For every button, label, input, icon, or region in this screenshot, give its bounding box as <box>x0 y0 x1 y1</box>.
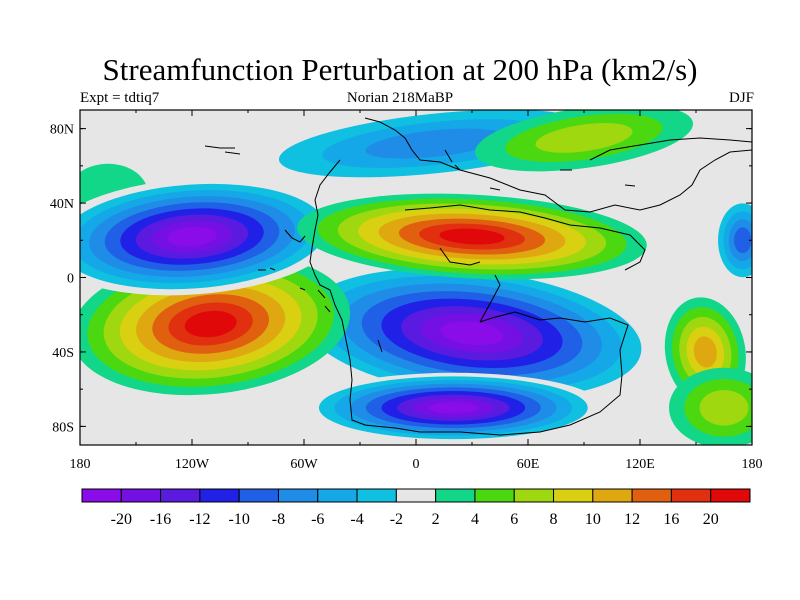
lat-tick-label: 80S <box>52 420 74 435</box>
lat-tick-label: 40N <box>50 197 74 212</box>
colorbar-label: -10 <box>229 511 250 528</box>
colorbar-swatch <box>631 488 672 503</box>
coastline-north-america-west <box>309 159 341 291</box>
lon-tick-label: 60E <box>517 457 540 472</box>
coastline-laurasia <box>364 117 752 213</box>
lon-tick-label: 180 <box>742 457 763 472</box>
colorbar-swatch <box>435 488 476 503</box>
colorbar-label: -6 <box>311 511 324 528</box>
colorbar-swatch <box>395 488 437 503</box>
plot-title: Streamfunction Perturbation at 200 hPa (… <box>102 52 698 87</box>
contour-band-positive-center-south-pacific-7 <box>184 310 237 338</box>
coastline-arctic-islands <box>204 145 636 191</box>
colorbar-label: 12 <box>624 511 640 528</box>
subtitle-experiment: Expt = tdtiq7 <box>80 90 160 106</box>
subtitle-period: Norian 218MaBP <box>346 90 454 106</box>
lon-tick-label: 120E <box>625 457 655 472</box>
colorbar-label: 6 <box>510 511 518 528</box>
lon-tick-label: 0 <box>413 457 420 472</box>
coastline-south-africa-india <box>479 274 501 323</box>
coastline-central-pangea <box>439 247 481 266</box>
colorbar-label: 20 <box>703 511 719 528</box>
colorbar-swatch <box>474 488 515 503</box>
lat-tick-label: 40S <box>52 346 74 361</box>
subtitle-season: DJF <box>728 90 754 106</box>
colorbar-label: -8 <box>272 511 285 528</box>
colorbar-swatch <box>120 488 162 503</box>
coastline-pacific-islands <box>258 229 383 353</box>
colorbar-label: -20 <box>111 511 132 528</box>
lon-tick-label: 120W <box>175 457 210 472</box>
colorbar-swatch <box>710 488 751 503</box>
lat-tick-label: 80N <box>50 123 74 138</box>
colorbar-label: -4 <box>350 511 363 528</box>
colorbar-label: 8 <box>550 511 558 528</box>
contour-band-negative-center-north-pacific-8 <box>167 226 217 247</box>
colorbar-label: -2 <box>390 511 403 528</box>
colorbar-label: 16 <box>663 511 679 528</box>
colorbar-swatch <box>356 488 397 503</box>
lon-tick-label: 60W <box>290 457 318 472</box>
coastline-siberia-north <box>589 137 752 161</box>
lon-tick-label: 180 <box>70 457 91 472</box>
contour-band-positive-center-southeast-pacific-high-2 <box>699 390 749 426</box>
colorbar-label: 4 <box>471 511 479 528</box>
colorbar-label: 10 <box>585 511 601 528</box>
colorbar-swatch <box>317 488 358 503</box>
contour-field <box>80 110 752 445</box>
contour-band-negative-center-east-pacific-4 <box>734 227 752 254</box>
colorbar-swatch <box>81 488 122 503</box>
colorbar-label: 2 <box>432 511 440 528</box>
contour-band-positive-center-north-asia-2 <box>535 123 633 153</box>
lat-tick-label: 0 <box>67 272 74 287</box>
contour-band-positive-center-southwest-pacific-4 <box>693 336 717 368</box>
coastlines <box>204 117 752 436</box>
colorbar-swatch <box>277 488 319 503</box>
colorbar-swatch <box>670 488 712 503</box>
colorbar-label: -16 <box>150 511 171 528</box>
contour-band-negative-center-arctic-3 <box>365 128 504 159</box>
colorbar-label: -12 <box>189 511 210 528</box>
colorbar-swatch <box>238 488 279 503</box>
colorbar-swatch <box>513 488 555 503</box>
colorbar-swatch <box>553 488 594 503</box>
coastline-south-america-west <box>329 289 629 436</box>
colorbar-swatch <box>199 488 240 503</box>
contour-band-negative-center-south-atlantic-indian-8 <box>440 321 504 346</box>
contour-band-positive-center-north-africa-asia-7 <box>439 228 505 245</box>
colorbar-swatch <box>160 488 201 503</box>
contour-band-negative-center-antarctic-8 <box>428 401 479 414</box>
colorbar-swatch <box>592 488 633 503</box>
coastline-tethys-north <box>404 204 646 271</box>
